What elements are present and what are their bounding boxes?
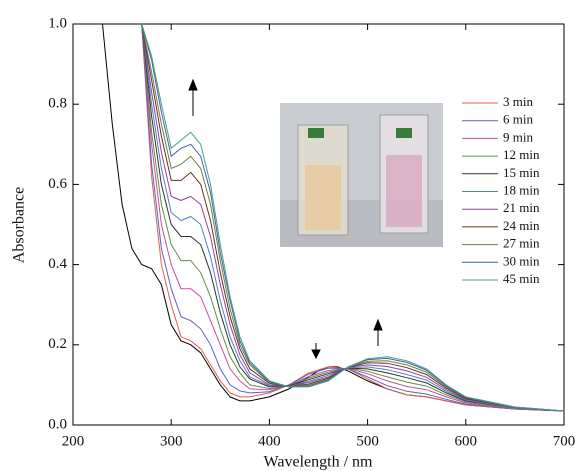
inset-photo <box>280 103 443 247</box>
x-tick-label: 500 <box>356 433 379 449</box>
legend-label: 45 min <box>503 271 540 286</box>
spectrum-line <box>141 23 565 412</box>
legend-label: 27 min <box>503 236 540 251</box>
x-axis-label: Wavelength / nm <box>264 454 373 471</box>
legend-label: 18 min <box>503 182 540 197</box>
spectrum-line <box>141 23 565 412</box>
legend-label: 9 min <box>503 129 533 144</box>
y-tick-label: 1.0 <box>48 15 67 31</box>
y-tick-label: 0.4 <box>48 256 67 272</box>
spectrum-line <box>141 23 565 412</box>
spectrum-line <box>141 23 565 412</box>
spectrum-line <box>141 23 565 412</box>
y-tick-label: 0.6 <box>48 176 67 192</box>
spectrum-line <box>141 23 565 412</box>
legend-label: 12 min <box>503 147 540 162</box>
spectrum-line <box>141 23 565 412</box>
spectrum-line <box>141 23 565 412</box>
legend-label: 24 min <box>503 218 540 233</box>
legend-label: 3 min <box>503 94 533 109</box>
y-tick-label: 0.2 <box>48 336 67 352</box>
x-tick-label: 400 <box>258 433 281 449</box>
x-tick-label: 600 <box>455 433 478 449</box>
legend-label: 15 min <box>503 165 540 180</box>
x-tick-label: 200 <box>62 433 85 449</box>
spectrum-line <box>141 23 565 412</box>
x-tick-label: 700 <box>553 433 576 449</box>
arrows <box>188 78 383 360</box>
legend-label: 30 min <box>503 253 540 268</box>
x-tick-label: 300 <box>160 433 183 449</box>
legend-label: 21 min <box>503 200 540 215</box>
y-tick-label: 0.0 <box>48 416 67 432</box>
legend-label: 6 min <box>503 112 533 127</box>
spectrum-line <box>141 23 565 412</box>
plot-frame <box>72 23 565 426</box>
spectrum-line <box>141 23 565 412</box>
y-axis-label: Absorbance <box>11 187 28 263</box>
y-tick-label: 0.8 <box>48 96 67 112</box>
